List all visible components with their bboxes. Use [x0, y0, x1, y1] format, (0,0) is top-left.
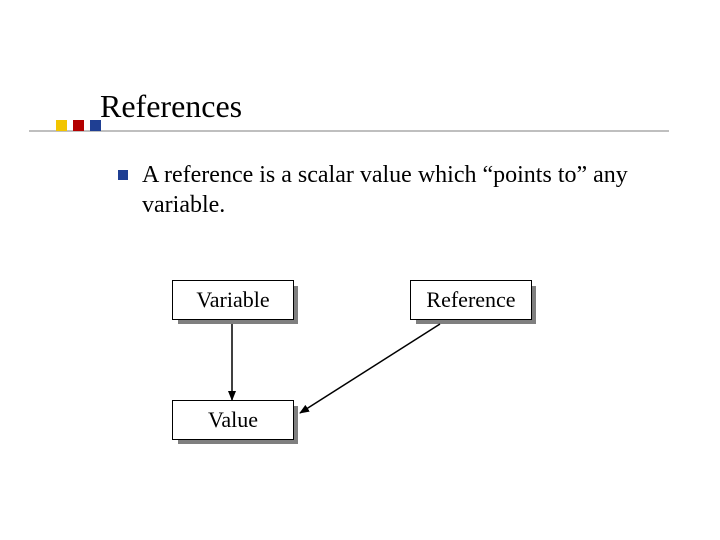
body-text: A reference is a scalar value which “poi… [142, 160, 682, 220]
accent-square-blue [90, 120, 101, 131]
node-variable: Variable [172, 280, 292, 318]
node-box: Value [172, 400, 294, 440]
slide: References A reference is a scalar value… [0, 0, 720, 540]
title-underline [29, 130, 669, 132]
accent-square-yellow [56, 120, 67, 131]
node-value: Value [172, 400, 292, 438]
bullet-icon [118, 170, 128, 180]
accent-square-red [73, 120, 84, 131]
node-box: Variable [172, 280, 294, 320]
underline-grey [29, 130, 669, 132]
arrow-layer [0, 0, 720, 540]
node-box: Reference [410, 280, 532, 320]
edge-reference-to-value [300, 324, 440, 413]
slide-title: References [100, 88, 242, 124]
title-block: References [100, 88, 242, 125]
node-reference: Reference [410, 280, 530, 318]
